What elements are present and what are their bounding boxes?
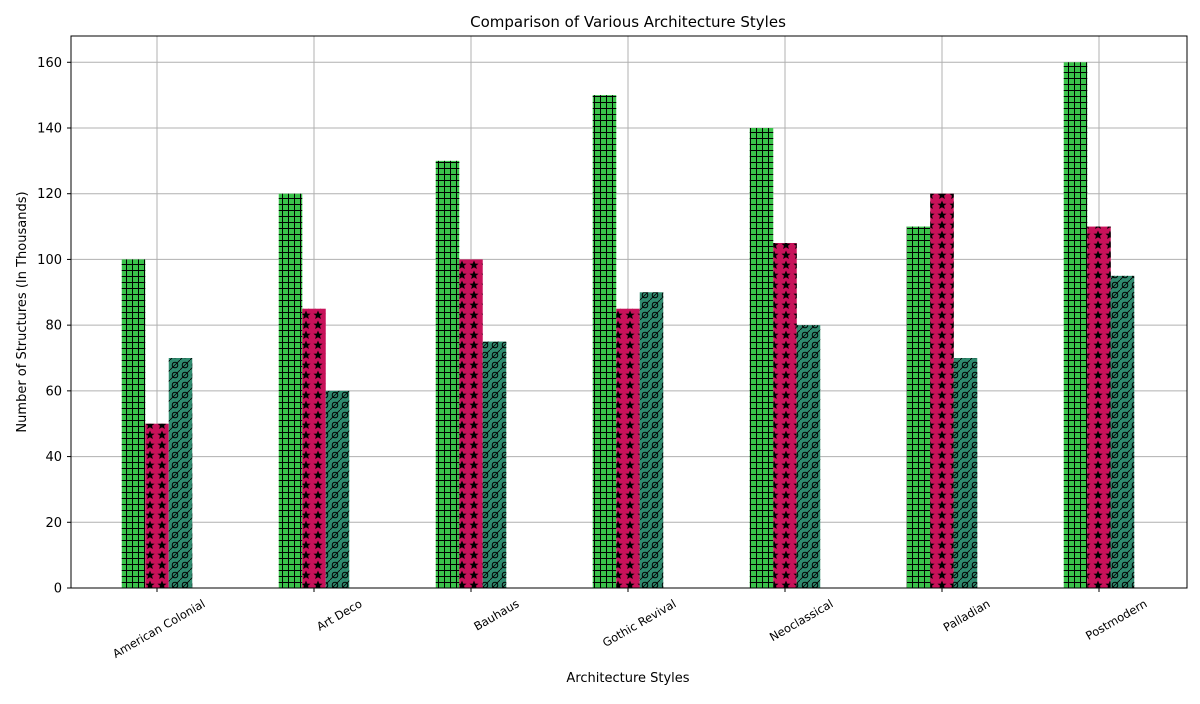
bars <box>121 62 1135 589</box>
bar <box>953 358 978 588</box>
bar-hatch <box>592 95 617 589</box>
bar-hatch <box>1087 226 1111 589</box>
bar <box>749 128 774 588</box>
y-tick-label: 20 <box>45 516 62 531</box>
bar-hatch <box>302 308 326 588</box>
x-tick-label: American Colonial <box>110 596 207 660</box>
bar <box>906 226 931 589</box>
bar-hatch <box>435 160 460 588</box>
bar-hatch <box>145 423 169 588</box>
y-axis-ticks: 0 20 40 60 80 100 120 140 160 <box>37 56 71 597</box>
y-tick-label: 40 <box>45 450 62 465</box>
bar-hatch <box>906 226 931 589</box>
bar-hatch <box>459 259 483 588</box>
bar <box>1087 226 1111 589</box>
x-tick-label: Gothic Revival <box>600 596 678 649</box>
bar <box>278 193 303 588</box>
bar <box>796 325 821 588</box>
bar <box>592 95 617 589</box>
bar-hatch <box>1063 62 1088 589</box>
y-tick-label: 160 <box>37 56 62 71</box>
bar <box>325 390 350 588</box>
bar <box>459 259 483 588</box>
bar <box>121 259 146 588</box>
y-tick-label: 80 <box>45 319 62 334</box>
x-tick-label: Art Deco <box>314 596 364 633</box>
bar-hatch <box>953 358 978 588</box>
y-tick-label: 120 <box>37 187 62 202</box>
y-tick-label: 140 <box>37 122 62 137</box>
y-tick-label: 0 <box>54 582 62 597</box>
x-axis-label: Architecture Styles <box>566 671 689 686</box>
x-axis-ticks: American Colonial Art Deco Bauhaus Gothic R… <box>110 588 1150 661</box>
bar <box>1063 62 1088 589</box>
bar-hatch <box>168 358 193 588</box>
bar <box>616 308 640 588</box>
bar <box>168 358 193 588</box>
bar-hatch <box>773 243 797 588</box>
bar <box>639 292 664 588</box>
bar-hatch <box>930 193 954 588</box>
chart-title: Comparison of Various Architecture Style… <box>470 13 786 31</box>
bar <box>1110 275 1135 588</box>
bar <box>482 341 507 588</box>
bar-hatch <box>1110 275 1135 588</box>
x-tick-label: Palladian <box>941 596 993 634</box>
y-tick-label: 60 <box>45 384 62 399</box>
bar <box>773 243 797 588</box>
x-tick-label: Postmodern <box>1083 596 1149 642</box>
bar <box>435 160 460 588</box>
bar <box>302 308 326 588</box>
bar <box>930 193 954 588</box>
bar-hatch <box>278 193 303 588</box>
plot-frame <box>70 35 1188 589</box>
bar-hatch <box>482 341 507 588</box>
x-tick-label: Bauhaus <box>471 596 521 633</box>
bar-hatch <box>796 325 821 588</box>
x-tick-label: Neoclassical <box>767 596 836 644</box>
bar-hatch <box>749 128 774 588</box>
y-tick-label: 100 <box>37 253 62 268</box>
bar-hatch <box>639 292 664 588</box>
bar <box>145 423 169 588</box>
bar-hatch <box>325 390 350 588</box>
bar-hatch <box>616 308 640 588</box>
bar-hatch <box>121 259 146 588</box>
y-axis-label: Number of Structures (In Thousands) <box>15 191 30 432</box>
